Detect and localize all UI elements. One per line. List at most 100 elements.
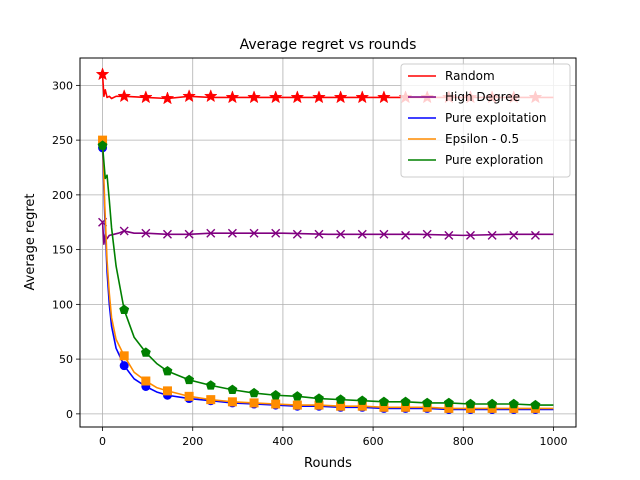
y-tick-label: 250 bbox=[52, 134, 73, 147]
legend-entry: Pure exploitation bbox=[445, 111, 546, 125]
y-tick-label: 150 bbox=[52, 244, 73, 257]
legend-entry: High Degree bbox=[445, 90, 520, 104]
data-point bbox=[355, 90, 370, 104]
y-tick-label: 200 bbox=[52, 189, 73, 202]
data-point bbox=[292, 229, 302, 239]
data-point bbox=[162, 365, 173, 376]
data-point bbox=[401, 402, 411, 412]
data-point bbox=[465, 230, 475, 240]
x-tick-label: 1000 bbox=[539, 435, 567, 448]
data-point bbox=[182, 89, 196, 103]
data-point bbox=[400, 396, 411, 407]
data-point bbox=[268, 90, 283, 104]
data-point bbox=[487, 230, 497, 240]
data-point bbox=[487, 398, 498, 409]
y-axis-label: Average regret bbox=[23, 194, 38, 291]
data-point bbox=[379, 402, 389, 412]
data-point bbox=[140, 347, 151, 357]
x-axis-label: Rounds bbox=[304, 456, 352, 471]
data-point bbox=[206, 395, 216, 405]
data-point bbox=[227, 384, 238, 394]
data-point bbox=[487, 403, 497, 413]
data-point bbox=[292, 391, 303, 401]
legend-entry: Epsilon - 0.5 bbox=[445, 132, 519, 146]
legend-entry: Pure exploration bbox=[445, 153, 543, 167]
data-point bbox=[336, 229, 346, 239]
legend: Random High Degree Pure exploitation Epsilo… bbox=[400, 63, 571, 178]
chart-title: Average regret vs rounds bbox=[240, 37, 417, 53]
data-point bbox=[443, 397, 454, 408]
data-point bbox=[314, 400, 324, 410]
data-point bbox=[141, 228, 151, 238]
data-point bbox=[162, 386, 172, 396]
data-point bbox=[249, 228, 259, 238]
data-point bbox=[97, 140, 108, 150]
data-point bbox=[160, 91, 175, 105]
data-point bbox=[141, 376, 151, 386]
series-4 bbox=[97, 140, 554, 410]
data-point bbox=[290, 90, 305, 104]
series-line bbox=[101, 222, 554, 245]
data-point bbox=[335, 394, 346, 404]
data-point bbox=[422, 229, 432, 239]
y-tick-label: 300 bbox=[52, 79, 73, 92]
data-point bbox=[422, 397, 433, 408]
data-point bbox=[444, 403, 454, 413]
data-point bbox=[206, 228, 216, 238]
x-tick-label: 600 bbox=[363, 435, 384, 448]
data-point bbox=[184, 374, 195, 385]
data-point bbox=[444, 230, 454, 240]
data-point bbox=[138, 90, 153, 104]
data-point bbox=[119, 304, 130, 315]
data-point bbox=[509, 403, 519, 413]
data-point bbox=[203, 89, 218, 103]
x-tick-label: 0 bbox=[99, 435, 106, 448]
data-point bbox=[119, 226, 129, 236]
data-point bbox=[227, 397, 237, 407]
data-point bbox=[225, 90, 240, 104]
data-point bbox=[378, 396, 389, 407]
data-point bbox=[465, 398, 476, 409]
series-layer bbox=[95, 67, 554, 414]
x-tick-label: 200 bbox=[182, 435, 203, 448]
y-tick-label: 0 bbox=[66, 408, 73, 421]
plot-frame bbox=[79, 57, 577, 428]
data-point bbox=[314, 229, 324, 239]
data-point bbox=[98, 135, 108, 145]
data-point bbox=[314, 393, 324, 403]
data-point bbox=[270, 390, 281, 400]
data-point bbox=[530, 230, 540, 240]
y-tick-label: 50 bbox=[59, 353, 73, 366]
y-tick-label: 100 bbox=[52, 298, 73, 311]
data-point bbox=[312, 90, 326, 104]
data-point bbox=[508, 398, 519, 409]
grid bbox=[80, 58, 576, 427]
legend-entry: Random bbox=[445, 69, 495, 83]
data-point bbox=[357, 401, 367, 411]
data-point bbox=[271, 228, 281, 238]
x-tick-label: 400 bbox=[272, 435, 293, 448]
data-point bbox=[333, 90, 348, 104]
data-point bbox=[379, 229, 389, 239]
data-point bbox=[119, 361, 129, 371]
data-point bbox=[227, 228, 237, 238]
data-point bbox=[184, 391, 194, 401]
x-tick-label: 800 bbox=[453, 435, 474, 448]
data-point bbox=[292, 400, 302, 410]
data-point bbox=[509, 230, 519, 240]
legend-box bbox=[400, 63, 571, 178]
data-point bbox=[249, 387, 259, 398]
axis-ticks: 0 200 400 600 800 1000 0 50 100 150 200 250 300 bbox=[52, 79, 567, 448]
data-point bbox=[247, 90, 261, 104]
data-point bbox=[357, 229, 367, 239]
data-point bbox=[530, 399, 541, 410]
data-point bbox=[271, 399, 281, 409]
data-point bbox=[422, 402, 432, 412]
data-point bbox=[336, 401, 346, 411]
data-point bbox=[249, 398, 259, 408]
data-point bbox=[184, 229, 194, 239]
data-point bbox=[95, 67, 110, 81]
data-point bbox=[162, 229, 172, 239]
data-point bbox=[357, 395, 368, 405]
